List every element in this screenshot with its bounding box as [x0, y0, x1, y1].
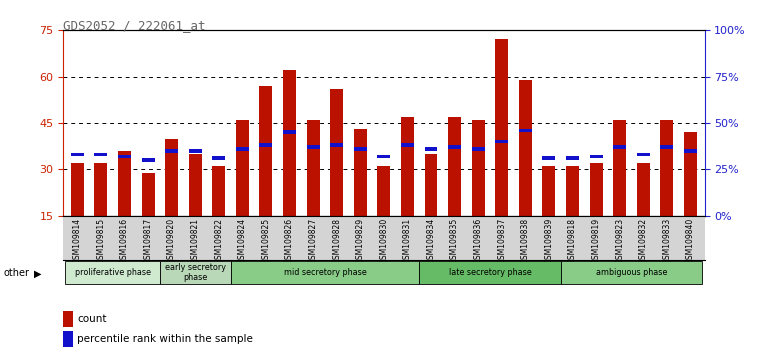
Bar	[63, 311, 73, 327]
Bar	[230, 261, 419, 284]
Bar	[542, 166, 555, 216]
Text: GSM109819: GSM109819	[591, 218, 601, 264]
Bar	[65, 261, 160, 284]
Bar	[95, 153, 107, 156]
Bar	[377, 166, 390, 216]
Bar	[236, 147, 249, 151]
Bar	[259, 143, 273, 147]
Bar	[377, 155, 390, 158]
Text: GSM109832: GSM109832	[639, 218, 648, 264]
Bar	[448, 145, 461, 149]
Bar	[401, 117, 414, 216]
Text: early secretory
phase: early secretory phase	[165, 263, 226, 282]
Bar	[590, 163, 603, 216]
Text: GSM109820: GSM109820	[167, 218, 176, 264]
Bar	[353, 129, 367, 216]
Text: mid secretory phase: mid secretory phase	[283, 268, 367, 277]
Text: GSM109837: GSM109837	[497, 218, 506, 264]
Text: GSM109825: GSM109825	[262, 218, 270, 264]
Bar	[283, 70, 296, 216]
Bar	[236, 120, 249, 216]
Bar	[330, 143, 343, 147]
Bar	[213, 156, 226, 160]
Bar	[330, 89, 343, 216]
Bar	[424, 147, 437, 151]
Text: GSM109828: GSM109828	[332, 218, 341, 264]
Text: GSM109817: GSM109817	[143, 218, 152, 264]
Bar	[419, 261, 561, 284]
Bar	[63, 331, 73, 347]
Bar	[401, 143, 414, 147]
Bar	[613, 145, 626, 149]
Text: GDS2052 / 222061_at: GDS2052 / 222061_at	[63, 19, 206, 33]
Text: GSM109824: GSM109824	[238, 218, 247, 264]
Bar	[495, 39, 508, 216]
Text: GSM109834: GSM109834	[427, 218, 436, 264]
Bar	[306, 120, 320, 216]
Bar	[590, 155, 603, 158]
Text: percentile rank within the sample: percentile rank within the sample	[77, 334, 253, 344]
Text: GSM109814: GSM109814	[73, 218, 82, 264]
Bar	[472, 120, 484, 216]
Text: GSM109836: GSM109836	[474, 218, 483, 264]
Bar	[561, 261, 702, 284]
Bar	[283, 130, 296, 134]
Text: GSM109821: GSM109821	[191, 218, 199, 264]
Bar	[684, 149, 697, 153]
Text: ambiguous phase: ambiguous phase	[596, 268, 667, 277]
Text: GSM109818: GSM109818	[568, 218, 577, 264]
Text: GSM109831: GSM109831	[403, 218, 412, 264]
Bar	[519, 80, 532, 216]
Text: GSM109822: GSM109822	[214, 218, 223, 264]
Bar	[71, 153, 84, 156]
Bar	[118, 151, 131, 216]
Bar	[118, 155, 131, 158]
Bar	[684, 132, 697, 216]
Text: GSM109827: GSM109827	[309, 218, 317, 264]
Bar	[95, 163, 107, 216]
Bar	[142, 172, 155, 216]
Bar	[165, 149, 178, 153]
Text: GSM109826: GSM109826	[285, 218, 294, 264]
Bar	[189, 154, 202, 216]
Bar	[566, 166, 579, 216]
Bar	[71, 163, 84, 216]
Text: other: other	[4, 268, 30, 278]
Text: GSM109833: GSM109833	[662, 218, 671, 264]
Text: GSM109839: GSM109839	[544, 218, 554, 264]
Bar	[142, 158, 155, 162]
Bar	[448, 117, 461, 216]
Text: proliferative phase: proliferative phase	[75, 268, 151, 277]
Text: ▶: ▶	[34, 268, 42, 278]
Bar	[472, 147, 484, 151]
Bar	[424, 154, 437, 216]
Text: GSM109815: GSM109815	[96, 218, 105, 264]
Text: late secretory phase: late secretory phase	[449, 268, 531, 277]
Text: GSM109830: GSM109830	[380, 218, 388, 264]
Bar	[189, 149, 202, 153]
Bar	[160, 261, 230, 284]
Text: GSM109835: GSM109835	[450, 218, 459, 264]
Bar	[165, 138, 178, 216]
Bar	[661, 145, 673, 149]
Bar	[259, 86, 273, 216]
Text: count: count	[77, 314, 107, 324]
Text: GSM109838: GSM109838	[521, 218, 530, 264]
Bar	[519, 129, 532, 132]
Text: GSM109816: GSM109816	[120, 218, 129, 264]
Text: GSM109829: GSM109829	[356, 218, 365, 264]
Bar	[306, 145, 320, 149]
Bar	[495, 140, 508, 143]
Bar	[637, 153, 650, 156]
Text: GSM109823: GSM109823	[615, 218, 624, 264]
Bar	[213, 166, 226, 216]
Bar	[566, 156, 579, 160]
Bar	[637, 163, 650, 216]
Bar	[542, 156, 555, 160]
Bar	[613, 120, 626, 216]
Bar	[353, 147, 367, 151]
Text: GSM109840: GSM109840	[686, 218, 695, 264]
Bar	[661, 120, 673, 216]
